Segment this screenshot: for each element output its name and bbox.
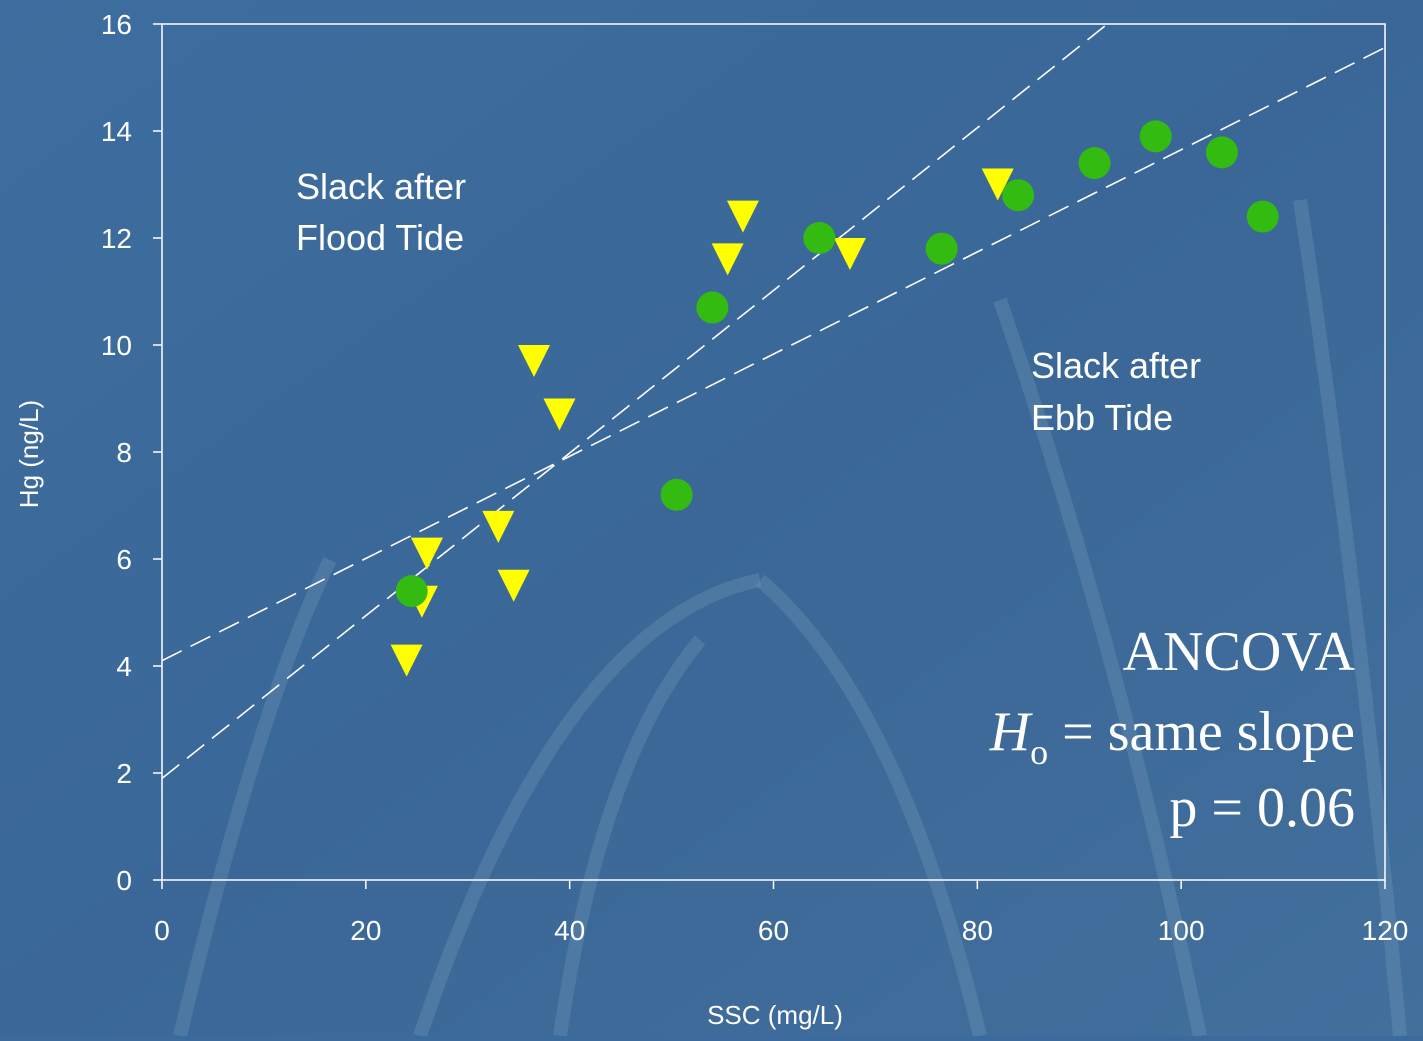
x-tick-label: 20 xyxy=(350,915,381,946)
y-tick-label: 8 xyxy=(116,437,132,468)
data-point-circle xyxy=(395,575,428,608)
y-tick-label: 2 xyxy=(116,758,132,789)
ancova-equation: = same slope xyxy=(1048,701,1355,763)
data-point-circle xyxy=(1139,120,1172,153)
x-tick-label: 120 xyxy=(1362,915,1409,946)
annotation-ebb-line2: Ebb Tide xyxy=(1031,397,1173,438)
data-point-triangle xyxy=(543,398,576,431)
fit-line-flood xyxy=(162,24,1109,779)
ancova-hypothesis: Ho = same slope xyxy=(989,701,1355,772)
ancova-h: H xyxy=(989,701,1033,763)
y-tick-label: 12 xyxy=(101,223,132,254)
x-tick-label: 40 xyxy=(554,915,585,946)
data-point-circle xyxy=(925,232,958,265)
data-point-circle xyxy=(1205,136,1238,169)
ancova-p-value: p = 0.06 xyxy=(1169,777,1355,839)
y-tick-label: 6 xyxy=(116,544,132,575)
data-point-triangle xyxy=(390,644,423,677)
annotation-ebb: Slack after Ebb Tide xyxy=(1031,345,1201,438)
data-point-triangle xyxy=(981,168,1014,201)
data-point-triangle xyxy=(833,238,866,271)
data-point-circle xyxy=(1002,179,1035,212)
y-tick-label: 0 xyxy=(116,865,132,896)
y-tick-label: 10 xyxy=(101,330,132,361)
data-point-circle xyxy=(696,291,729,324)
y-axis-label: Hg (ng/L) xyxy=(14,400,44,508)
data-point-triangle xyxy=(497,569,530,602)
y-tick-label: 14 xyxy=(101,116,132,147)
annotation-flood-line1: Slack after xyxy=(296,166,466,207)
data-point-triangle xyxy=(410,537,443,570)
x-tick-label: 0 xyxy=(154,915,170,946)
annotation-flood-line2: Flood Tide xyxy=(296,217,464,258)
data-point-circle xyxy=(1246,200,1279,233)
data-point-triangle xyxy=(517,345,550,378)
data-point-circle xyxy=(803,222,836,254)
x-tick-label: 100 xyxy=(1158,915,1205,946)
x-axis-label: SSC (mg/L) xyxy=(707,1000,843,1030)
ancova-h-subscript: o xyxy=(1030,732,1048,772)
background-grass-decoration xyxy=(173,198,1407,1039)
data-point-triangle xyxy=(726,200,759,233)
ancova-title: ANCOVA xyxy=(1123,621,1356,683)
x-tick-label: 60 xyxy=(758,915,789,946)
fit-line-ebb xyxy=(162,46,1385,662)
y-tick-label: 4 xyxy=(116,651,132,682)
annotation-flood: Slack after Flood Tide xyxy=(296,166,466,258)
x-tick-label: 80 xyxy=(962,915,993,946)
data-point-triangle xyxy=(711,243,744,276)
annotation-ebb-line1: Slack after xyxy=(1031,345,1201,386)
data-point-circle xyxy=(1078,147,1111,180)
plot-area: 0 20 40 60 80 100 120 0 2 4 6 8 10 12 14 16 xyxy=(101,9,1409,946)
ancova-annotation: ANCOVA Ho = same slope p = 0.06 xyxy=(989,621,1356,839)
y-tick-label: 16 xyxy=(101,9,132,40)
data-point-circle xyxy=(660,478,693,511)
data-point-triangle xyxy=(482,510,515,543)
